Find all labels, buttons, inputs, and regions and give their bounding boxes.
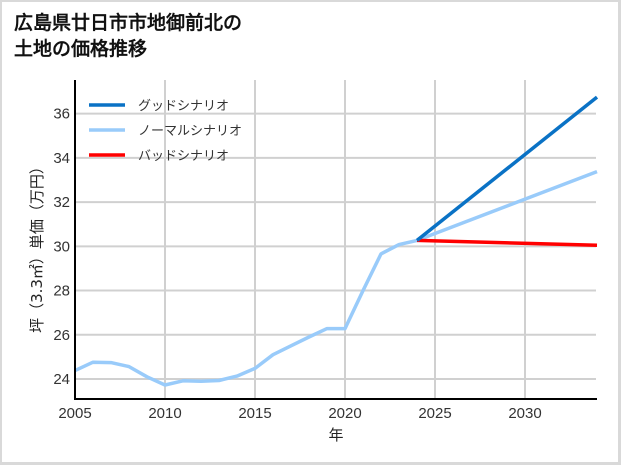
y-tick-label: 28 (53, 283, 70, 300)
x-tick-labels: 2005 2010 2015 2020 2025 2030 (58, 405, 541, 422)
title-line-1: 広島県廿日市市地御前北の (14, 12, 243, 34)
x-tick-label: 2030 (508, 405, 541, 422)
series-lines (74, 95, 599, 387)
chart-title: 広島県廿日市市地御前北の 土地の価格推移 (14, 10, 242, 62)
x-tick-label: 2025 (418, 405, 451, 422)
series-line (416, 238, 598, 247)
x-tick-label: 2010 (148, 405, 181, 422)
axes (74, 80, 597, 400)
legend-label: バッドシナリオ (138, 149, 229, 164)
y-tick-label: 24 (53, 371, 70, 388)
legend-label: ノーマルシナリオ (138, 124, 242, 139)
x-tick-label: 2005 (58, 405, 91, 422)
title-line-2: 土地の価格推移 (14, 38, 148, 60)
x-tick-label: 2020 (328, 405, 361, 422)
legend-label: グッドシナリオ (138, 99, 229, 114)
y-tick-label: 34 (53, 150, 70, 167)
x-tick-label: 2015 (238, 405, 271, 422)
y-tick-label: 32 (53, 194, 70, 211)
y-tick-label: 30 (53, 238, 70, 255)
x-axis-label: 年 (328, 426, 343, 444)
series-line (415, 95, 599, 242)
y-tick-label: 26 (53, 327, 70, 344)
y-axis-label: 坪（3.3㎡）単価（万円） (28, 159, 46, 333)
series-line (74, 169, 598, 387)
y-tick-label: 36 (53, 106, 70, 123)
y-tick-labels: 24 26 28 30 32 34 36 (53, 106, 70, 388)
